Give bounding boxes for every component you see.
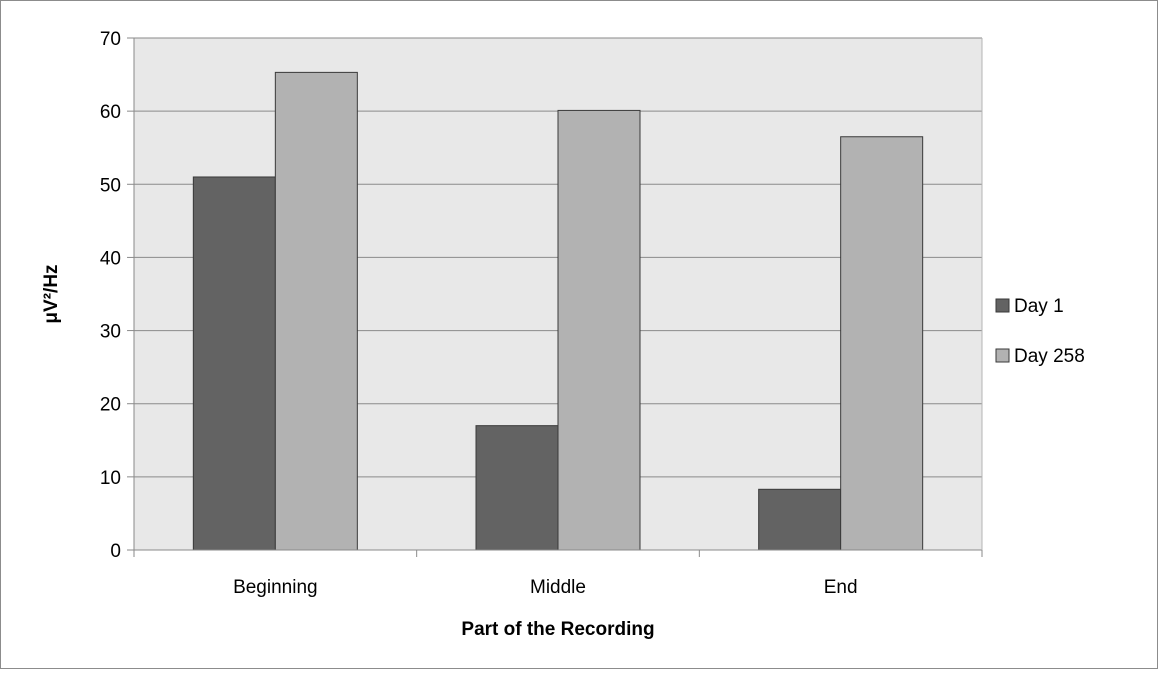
y-tick-label: 30 [100, 322, 121, 343]
legend-label-day-258: Day 258 [1014, 346, 1085, 367]
x-tick-label-beginning: Beginning [233, 577, 318, 598]
bar-beginning-day-1 [192, 176, 276, 551]
y-axis-title: μV²/Hz [41, 264, 62, 323]
y-tick-label: 40 [100, 248, 121, 269]
legend-swatch-day-1 [995, 298, 1010, 313]
y-tick-label: 60 [100, 102, 121, 123]
legend-label-day-1: Day 1 [1014, 296, 1064, 317]
y-tick-labels: 0 10 20 30 40 50 60 70 [100, 29, 121, 562]
bar-end-day-258 [840, 136, 924, 551]
x-tick-label-middle: Middle [530, 577, 586, 598]
x-tick-labels: Beginning Middle End [233, 577, 858, 598]
y-tick-label: 0 [110, 541, 121, 562]
x-tick-label-end: End [824, 577, 858, 598]
y-tick-label: 20 [100, 395, 121, 416]
bar-end-day-1 [758, 488, 842, 551]
x-axis-title: Part of the Recording [461, 619, 654, 640]
bar-middle-day-258 [557, 109, 641, 551]
y-tick-label: 10 [100, 468, 121, 489]
axes [127, 37, 983, 557]
legend-swatch-day-258 [995, 348, 1010, 363]
y-tick-label: 50 [100, 175, 121, 196]
bar-middle-day-1 [475, 425, 559, 551]
bar-beginning-day-258 [274, 71, 358, 551]
legend: Day 1 Day 258 [995, 296, 1085, 367]
y-tick-label: 70 [100, 29, 121, 50]
